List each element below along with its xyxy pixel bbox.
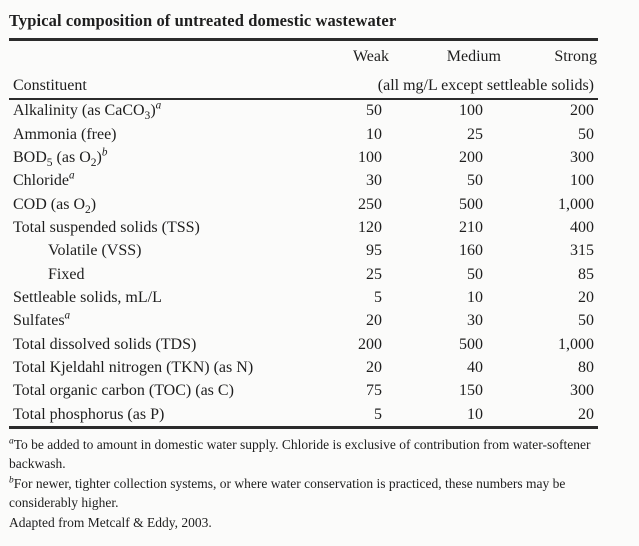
rule-bottom bbox=[9, 426, 598, 429]
weak-value-cell: 50 bbox=[366, 102, 382, 120]
strong-value-cell: 400 bbox=[570, 218, 594, 236]
weak-value-cell: 10 bbox=[366, 125, 382, 143]
table-row: Volatile (VSS) 95 160 315 bbox=[9, 240, 598, 263]
table-row: Total organic carbon (TOC) (as C) 75 150… bbox=[9, 380, 598, 403]
constituent-cell: COD (as O2) bbox=[13, 195, 97, 216]
column-header-weak: Weak bbox=[352, 47, 389, 65]
table-row: Chloridea 30 50 100 bbox=[9, 170, 598, 193]
medium-value-cell: 500 bbox=[459, 195, 483, 213]
table-row: Fixed 25 50 85 bbox=[9, 263, 598, 286]
weak-value-cell: 120 bbox=[358, 218, 382, 236]
weak-value-cell: 5 bbox=[374, 405, 382, 423]
table-body: Alkalinity (as CaCO3)a 50 100 200 Ammoni… bbox=[9, 99, 598, 427]
medium-value-cell: 50 bbox=[467, 265, 483, 283]
page: { "title": "Typical composition of untre… bbox=[0, 11, 639, 546]
weak-value-cell: 25 bbox=[366, 265, 382, 283]
constituent-cell: Settleable solids, mL/L bbox=[13, 288, 162, 306]
weak-value-cell: 250 bbox=[358, 195, 382, 213]
strong-value-cell: 300 bbox=[570, 382, 594, 400]
table-row: Ammonia (free) 10 25 50 bbox=[9, 123, 598, 146]
wastewater-composition-table: Typical composition of untreated domesti… bbox=[9, 11, 621, 532]
strong-header-cell: Strong bbox=[484, 41, 598, 66]
footnotes: aTo be added to amount in domestic water… bbox=[9, 435, 615, 533]
strong-value-cell: 20 bbox=[578, 405, 594, 423]
header-spacer-cell bbox=[9, 41, 331, 66]
composition-table: Weak Medium Strong Constituent (all mg/L… bbox=[9, 41, 598, 427]
medium-value-cell: 200 bbox=[459, 148, 483, 166]
weak-value-cell: 200 bbox=[358, 335, 382, 353]
constituent-cell: Total suspended solids (TSS) bbox=[13, 218, 200, 236]
medium-value-cell: 50 bbox=[467, 172, 483, 190]
table-row: Total phosphorus (as P) 5 10 20 bbox=[9, 403, 598, 426]
table-row: Total Kjeldahl nitrogen (TKN) (as N) 20 … bbox=[9, 356, 598, 379]
units-note: (all mg/L except settleable solids) bbox=[331, 65, 598, 100]
strong-value-cell: 1,000 bbox=[558, 335, 594, 353]
table-row: Sulfatesa 20 30 50 bbox=[9, 310, 598, 333]
footnote: Adapted from Metcalf & Eddy, 2003. bbox=[9, 514, 212, 530]
weak-value-cell: 30 bbox=[366, 172, 382, 190]
weak-value-cell: 20 bbox=[366, 312, 382, 330]
strong-value-cell: 100 bbox=[570, 172, 594, 190]
table-row: Settleable solids, mL/L 5 10 20 bbox=[9, 286, 598, 309]
strong-value-cell: 50 bbox=[578, 125, 594, 143]
medium-value-cell: 100 bbox=[459, 102, 483, 120]
weak-header-cell: Weak bbox=[331, 41, 389, 66]
strong-value-cell: 80 bbox=[578, 358, 594, 376]
constituent-cell: Total phosphorus (as P) bbox=[13, 405, 165, 423]
medium-value-cell: 210 bbox=[459, 218, 483, 236]
medium-value-cell: 25 bbox=[467, 125, 483, 143]
constituent-cell: Alkalinity (as CaCO3)a bbox=[13, 99, 162, 123]
table-title: Typical composition of untreated domesti… bbox=[9, 11, 397, 30]
medium-header-cell: Medium bbox=[383, 41, 501, 66]
strong-value-cell: 20 bbox=[578, 288, 594, 306]
constituent-cell: BOD5 (as O2)b bbox=[13, 146, 108, 170]
constituent-cell: Total organic carbon (TOC) (as C) bbox=[13, 382, 234, 400]
strong-value-cell: 50 bbox=[578, 312, 594, 330]
column-header-strong: Strong bbox=[554, 47, 597, 65]
strong-value-cell: 85 bbox=[578, 265, 594, 283]
column-header-medium: Medium bbox=[446, 47, 501, 65]
weak-value-cell: 100 bbox=[358, 148, 382, 166]
strong-value-cell: 1,000 bbox=[558, 195, 594, 213]
weak-value-cell: 75 bbox=[366, 382, 382, 400]
weak-value-cell: 5 bbox=[374, 288, 382, 306]
constituent-cell: Total Kjeldahl nitrogen (TKN) (as N) bbox=[13, 358, 254, 376]
units-header-row: Constituent (all mg/L except settleable … bbox=[9, 65, 598, 100]
constituent-cell: Sulfatesa bbox=[13, 309, 71, 330]
medium-value-cell: 150 bbox=[459, 382, 483, 400]
medium-value-cell: 40 bbox=[467, 358, 483, 376]
constituent-cell: Volatile (VSS) bbox=[48, 242, 142, 260]
table-row: COD (as O2) 250 500 1,000 bbox=[9, 193, 598, 216]
strong-value-cell: 315 bbox=[570, 242, 594, 260]
rule-top bbox=[9, 38, 598, 41]
table-row: Total suspended solids (TSS) 120 210 400 bbox=[9, 216, 598, 239]
footnote: bFor newer, tighter collection systems, … bbox=[9, 475, 566, 511]
table-row: Total dissolved solids (TDS) 200 500 1,0… bbox=[9, 333, 598, 356]
table-row: BOD5 (as O2)b 100 200 300 bbox=[9, 146, 598, 169]
medium-value-cell: 160 bbox=[459, 242, 483, 260]
strength-header-row: Weak Medium Strong bbox=[9, 41, 598, 66]
column-header-constituent: Constituent bbox=[9, 65, 331, 100]
constituent-cell: Chloridea bbox=[13, 169, 75, 190]
strong-value-cell: 200 bbox=[570, 102, 594, 120]
weak-value-cell: 20 bbox=[366, 358, 382, 376]
medium-value-cell: 10 bbox=[467, 405, 483, 423]
constituent-cell: Ammonia (free) bbox=[13, 125, 117, 143]
strong-value-cell: 300 bbox=[570, 148, 594, 166]
medium-value-cell: 500 bbox=[459, 335, 483, 353]
footnote: aTo be added to amount in domestic water… bbox=[9, 436, 591, 472]
weak-value-cell: 95 bbox=[366, 242, 382, 260]
medium-value-cell: 30 bbox=[467, 312, 483, 330]
table-row: Alkalinity (as CaCO3)a 50 100 200 bbox=[9, 99, 598, 123]
constituent-cell: Total dissolved solids (TDS) bbox=[13, 335, 197, 353]
constituent-cell: Fixed bbox=[48, 265, 85, 283]
table-header: Weak Medium Strong Constituent (all mg/L… bbox=[9, 41, 598, 100]
medium-value-cell: 10 bbox=[467, 288, 483, 306]
